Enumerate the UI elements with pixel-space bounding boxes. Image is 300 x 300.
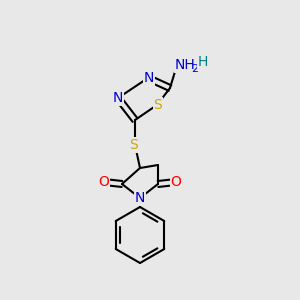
Text: N: N (144, 71, 154, 85)
Text: S: S (129, 138, 137, 152)
Text: S: S (154, 98, 162, 112)
Text: O: O (171, 175, 182, 189)
Text: N: N (113, 91, 123, 105)
Text: 2: 2 (191, 64, 199, 74)
Text: O: O (99, 175, 110, 189)
Text: NH: NH (175, 58, 195, 72)
Text: N: N (135, 191, 145, 205)
Text: H: H (198, 55, 208, 69)
